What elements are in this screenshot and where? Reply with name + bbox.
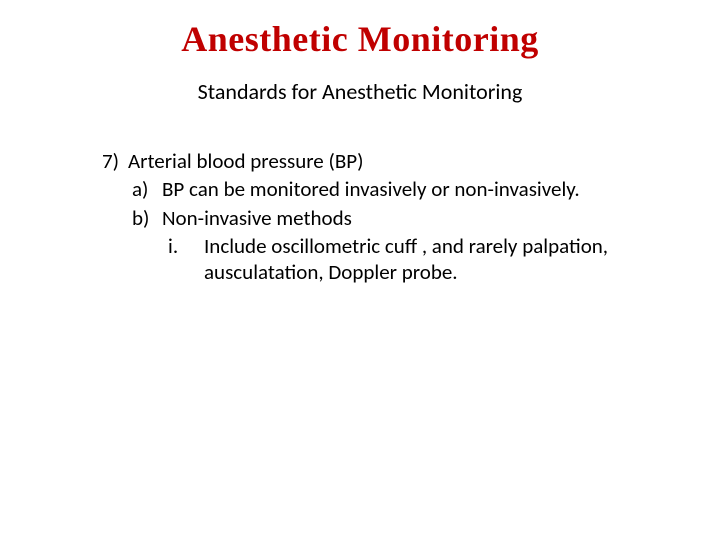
list-marker: a) [128,176,162,202]
slide-body: 7) Arterial blood pressure (BP) a) BP ca… [102,148,622,285]
slide: Anesthetic Monitoring Standards for Anes… [0,0,720,540]
list-marker: i. [162,233,204,286]
list-item-7a: a) BP can be monitored invasively or non… [128,176,622,202]
list-marker: b) [128,205,162,231]
list-text: Non-invasive methods [162,205,622,231]
slide-subtitle: Standards for Anesthetic Monitoring [0,78,720,105]
list-item-7b-i: i. Include oscillometric cuff , and rare… [162,233,622,286]
list-item-7: 7) Arterial blood pressure (BP) [102,148,622,174]
list-item-7b: b) Non-invasive methods [128,205,622,231]
list-text: Arterial blood pressure (BP) [128,148,622,174]
list-marker: 7) [102,148,128,174]
list-text: Include oscillometric cuff , and rarely … [204,233,622,286]
slide-title: Anesthetic Monitoring [0,18,720,60]
list-text: BP can be monitored invasively or non-in… [162,176,622,202]
